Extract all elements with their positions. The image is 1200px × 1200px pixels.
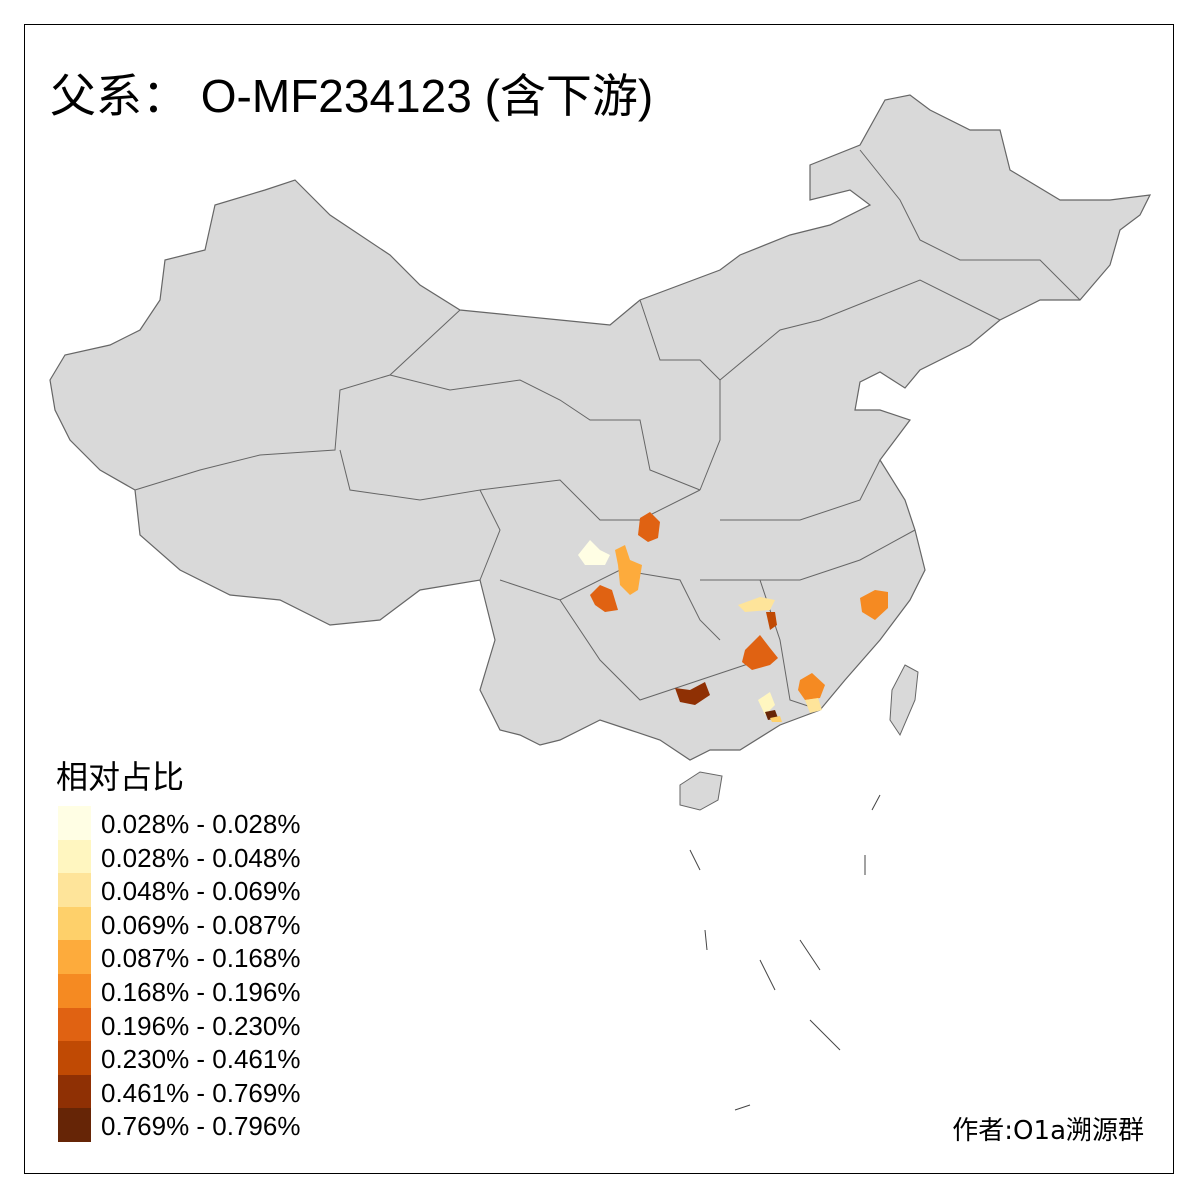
map-frame: [24, 24, 1174, 1174]
legend-swatch: [58, 839, 91, 874]
legend-swatch: [58, 806, 91, 840]
legend-swatch: [58, 940, 91, 975]
legend-label: 0.069% - 0.087%: [101, 909, 301, 940]
region-class-6: [742, 635, 778, 670]
legend-label: 0.769% - 0.796%: [101, 1111, 301, 1142]
legend-label: 0.461% - 0.769%: [101, 1077, 301, 1108]
region-class-3: [770, 716, 782, 722]
legend-swatch: [58, 1074, 91, 1109]
region-class-2: [738, 597, 775, 612]
region-class-5: [798, 673, 825, 700]
region-class-4: [615, 545, 642, 595]
region-class-6: [590, 585, 618, 612]
legend-swatch: [58, 1007, 91, 1042]
south-china-sea-islands: [689, 794, 881, 1111]
legend-label: 0.028% - 0.028%: [101, 809, 301, 839]
legend-swatch: [58, 974, 91, 1008]
region-class-5: [860, 590, 888, 620]
legend-label: 0.196% - 0.230%: [101, 1010, 301, 1041]
author-credit: 作者:O1a溯源群: [952, 1116, 1144, 1146]
legend-label: 0.028% - 0.048%: [101, 842, 301, 873]
region-class-6: [638, 512, 660, 542]
map-title: 父系： O-MF234123 (含下游): [50, 70, 654, 122]
legend-title: 相对占比: [56, 758, 185, 796]
region-class-7: [766, 612, 777, 630]
hainan: [679, 771, 723, 811]
region-class-1: [758, 692, 775, 715]
legend-swatch: [58, 873, 91, 908]
legend-label: 0.230% - 0.461%: [101, 1044, 301, 1075]
legend-swatch: [58, 1041, 91, 1076]
legend-label: 0.168% - 0.196%: [101, 977, 301, 1007]
region-class-2: [805, 698, 822, 713]
legend-label: 0.087% - 0.168%: [101, 943, 301, 974]
province-borders: [134, 149, 1081, 711]
legend-swatch: [58, 1108, 91, 1143]
taiwan: [889, 664, 919, 737]
legend-swatch: [58, 906, 91, 941]
highlighted-regions: [578, 512, 888, 722]
region-class-8: [675, 682, 710, 705]
legend-label: 0.048% - 0.069%: [101, 876, 301, 907]
region-class-0: [578, 540, 610, 565]
